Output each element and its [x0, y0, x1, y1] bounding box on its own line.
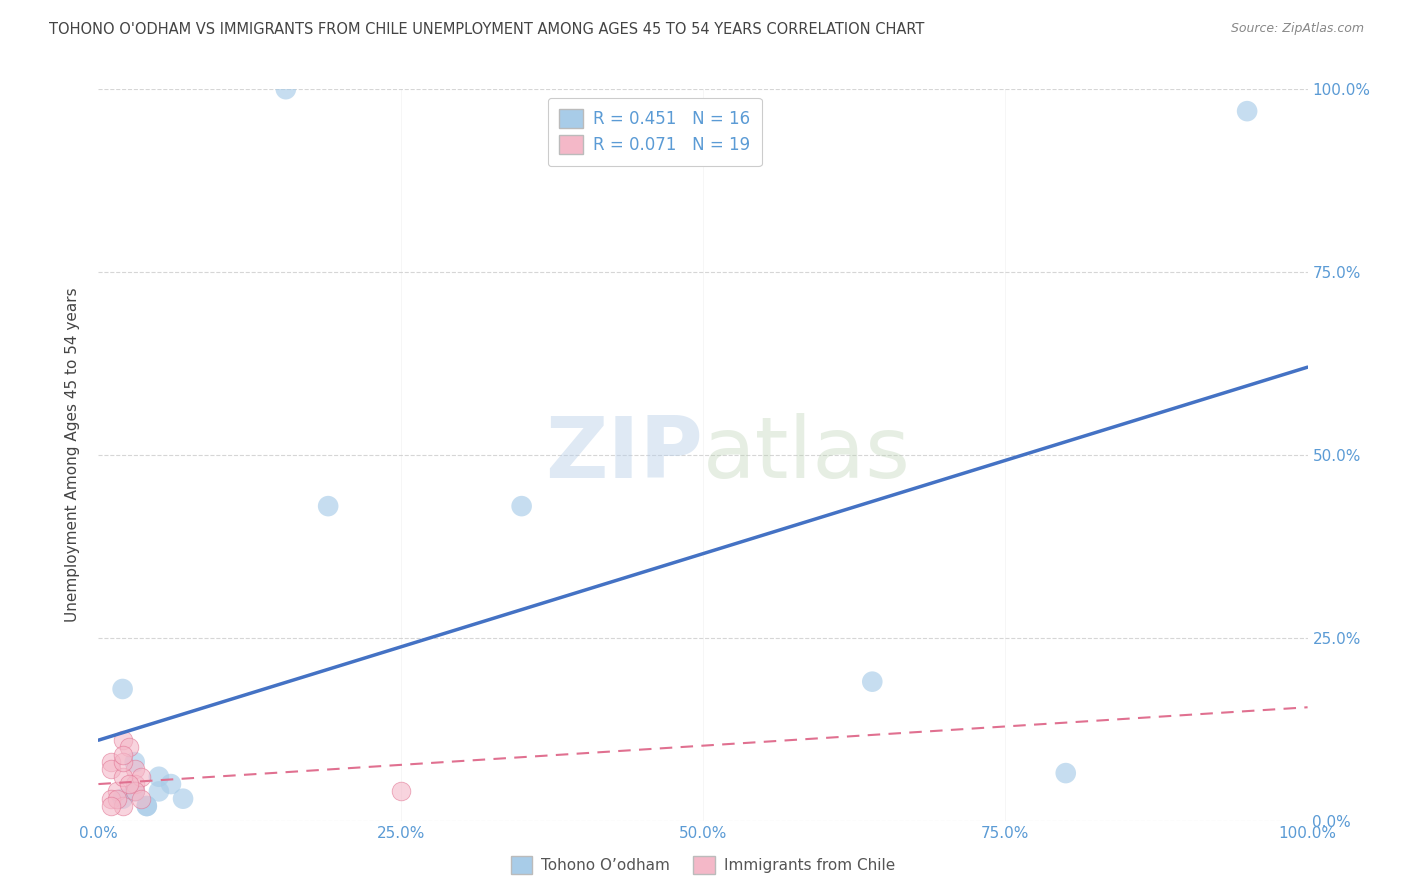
Point	[274, 82, 297, 96]
Point	[111, 770, 134, 784]
Point	[105, 784, 128, 798]
Point	[389, 784, 412, 798]
Legend: Tohono O’odham, Immigrants from Chile: Tohono O’odham, Immigrants from Chile	[505, 850, 901, 880]
Point	[124, 777, 146, 791]
Point	[860, 674, 883, 689]
Point	[124, 784, 146, 798]
Point	[118, 740, 141, 755]
Point	[111, 747, 134, 762]
Point	[111, 733, 134, 747]
Point	[1236, 104, 1258, 119]
Point	[118, 777, 141, 791]
Point	[172, 791, 194, 805]
Point	[124, 763, 146, 777]
Point	[124, 755, 146, 769]
Text: TOHONO O'ODHAM VS IMMIGRANTS FROM CHILE UNEMPLOYMENT AMONG AGES 45 TO 54 YEARS C: TOHONO O'ODHAM VS IMMIGRANTS FROM CHILE …	[49, 22, 925, 37]
Point	[100, 763, 122, 777]
Text: atlas: atlas	[703, 413, 911, 497]
Legend: R = 0.451   N = 16, R = 0.071   N = 19: R = 0.451 N = 16, R = 0.071 N = 19	[548, 97, 762, 166]
Point	[111, 799, 134, 814]
Text: Source: ZipAtlas.com: Source: ZipAtlas.com	[1230, 22, 1364, 36]
Point	[129, 791, 152, 805]
Point	[100, 799, 122, 814]
Point	[135, 799, 157, 814]
Point	[160, 777, 183, 791]
Text: ZIP: ZIP	[546, 413, 703, 497]
Point	[1054, 766, 1077, 780]
Point	[111, 681, 134, 696]
Point	[148, 770, 170, 784]
Point	[111, 755, 134, 769]
Point	[100, 791, 122, 805]
Point	[129, 770, 152, 784]
Point	[510, 499, 533, 513]
Point	[105, 791, 128, 805]
Point	[316, 499, 339, 513]
Point	[124, 784, 146, 798]
Point	[135, 799, 157, 814]
Point	[148, 784, 170, 798]
Y-axis label: Unemployment Among Ages 45 to 54 years: Unemployment Among Ages 45 to 54 years	[65, 287, 80, 623]
Point	[100, 755, 122, 769]
Point	[111, 791, 134, 805]
